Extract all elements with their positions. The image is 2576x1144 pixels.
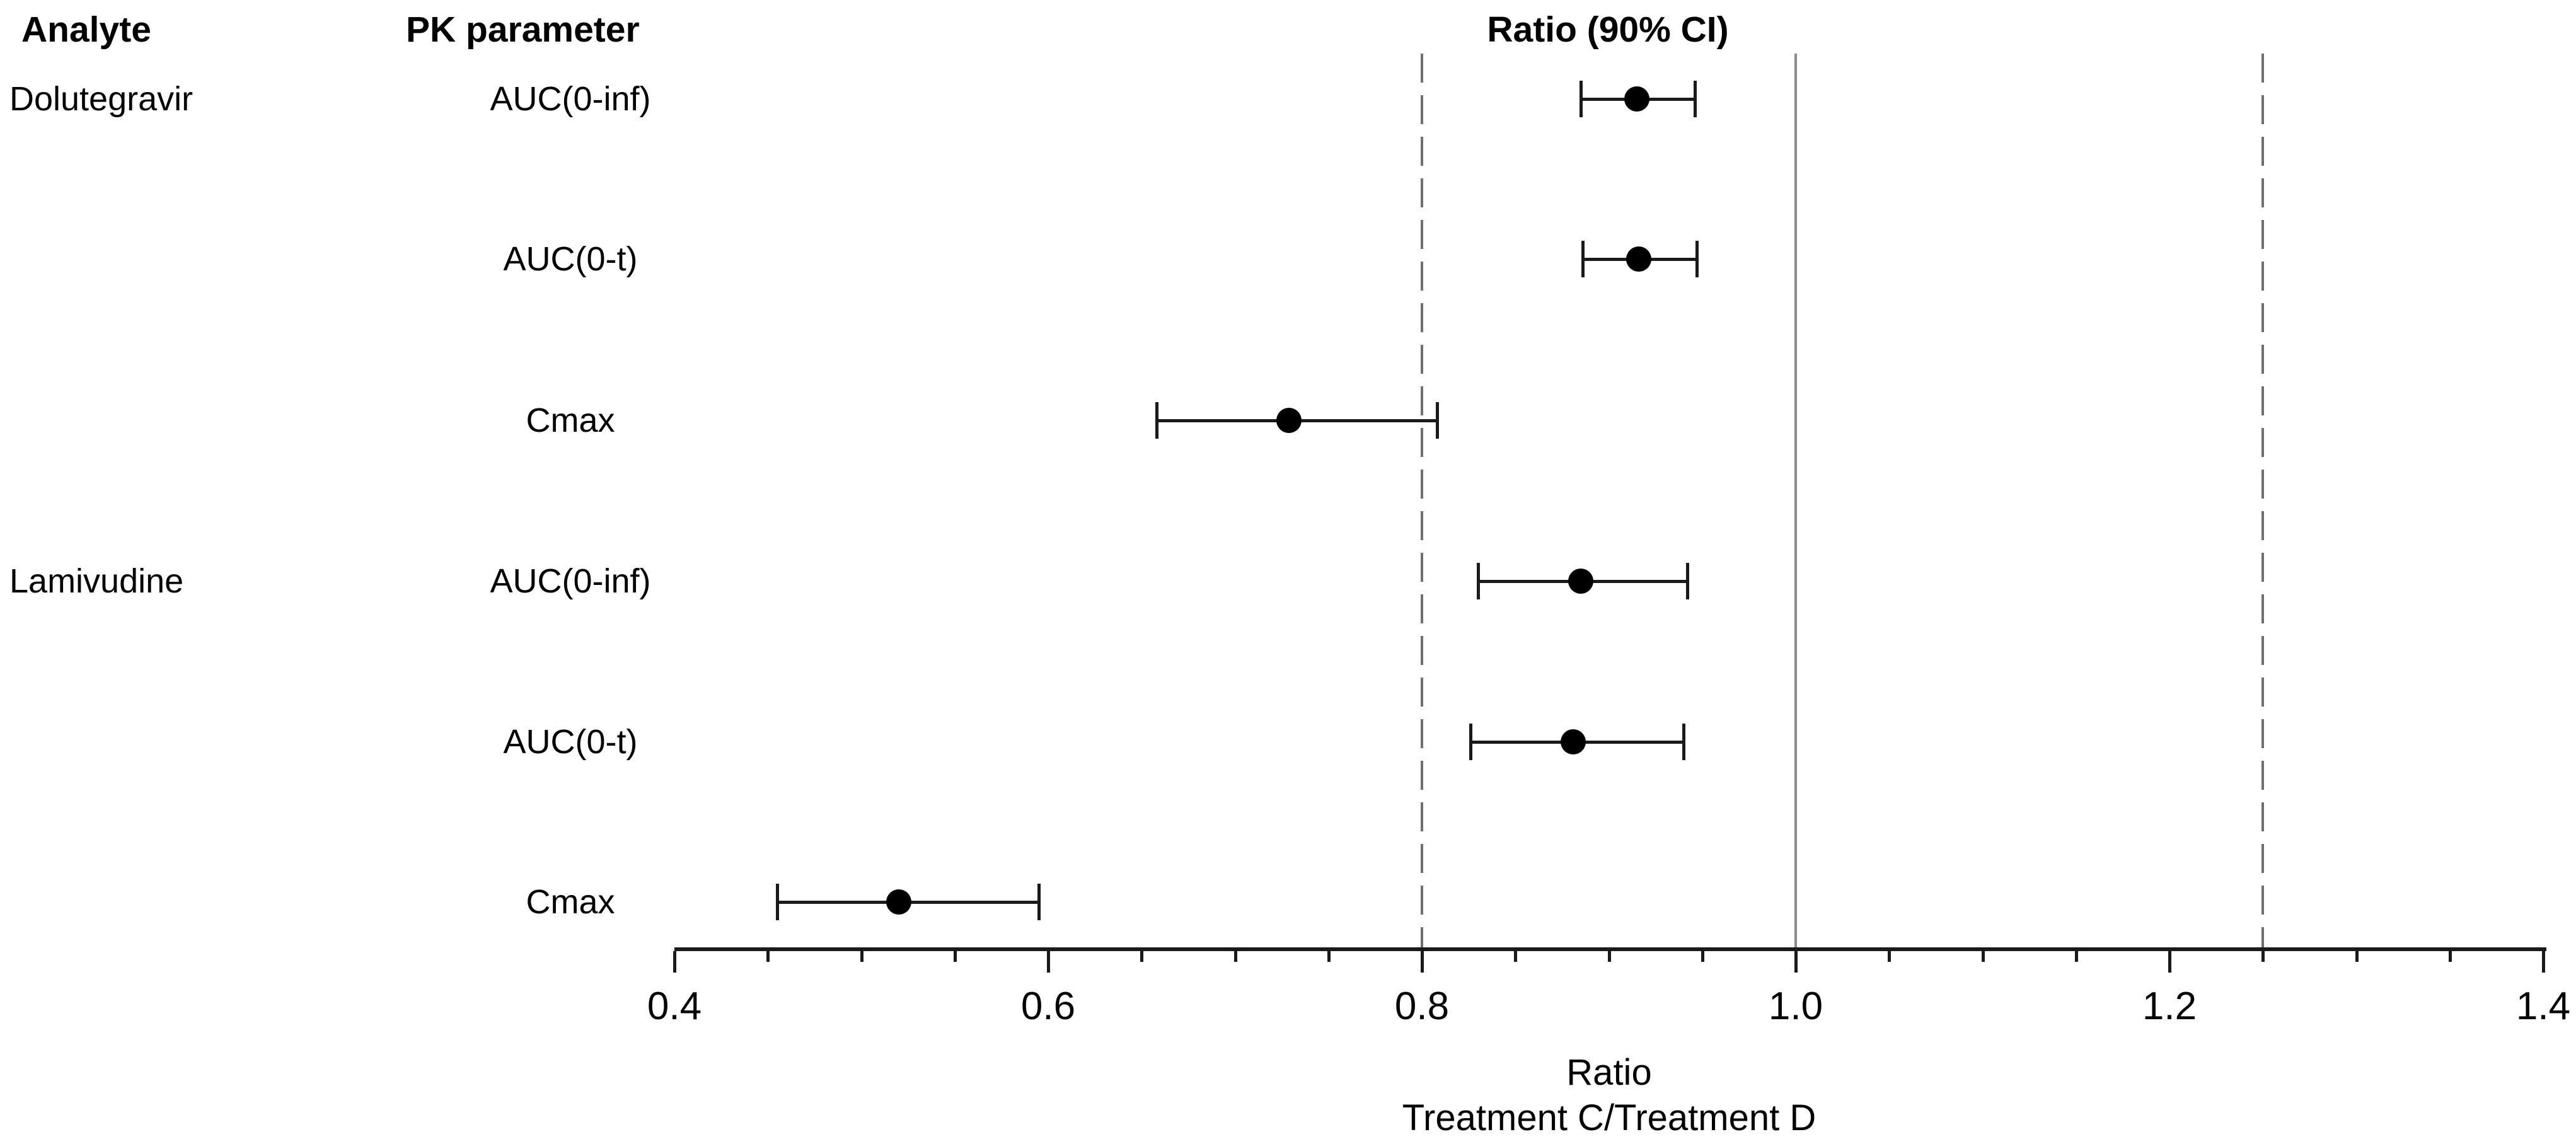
reference-line-0.8 — [1421, 54, 1423, 947]
x-axis-minor-tick — [1234, 951, 1237, 962]
x-axis-minor-tick — [1140, 951, 1143, 962]
x-axis-minor-tick — [2075, 951, 2078, 962]
x-axis-tick-label: 1.0 — [1768, 985, 1823, 1028]
ci-upper-cap — [1686, 563, 1689, 599]
x-axis-minor-tick — [1608, 951, 1611, 962]
x-axis-major-tick — [1794, 951, 1798, 973]
x-axis-major-tick — [1421, 951, 1424, 973]
analyte-column-header: Analyte — [21, 9, 151, 50]
ci-lower-cap — [1155, 402, 1158, 439]
x-axis-minor-tick — [1514, 951, 1517, 962]
x-axis-minor-tick — [860, 951, 863, 962]
pk-parameter-label: Cmax — [526, 402, 615, 439]
point-estimate-marker — [1276, 408, 1302, 433]
ci-upper-cap — [1682, 724, 1685, 760]
ci-lower-cap — [1580, 81, 1583, 117]
x-axis-tick-label: 1.2 — [2142, 985, 2197, 1028]
ci-upper-cap — [1436, 402, 1439, 439]
x-axis-minor-tick — [1701, 951, 1704, 962]
pk-parameter-column-header: PK parameter — [406, 9, 640, 50]
x-axis-minor-tick — [954, 951, 957, 962]
analyte-label-dolutegravir: Dolutegravir — [9, 80, 193, 118]
ci-upper-cap — [1037, 884, 1041, 920]
pk-parameter-label: AUC(0-inf) — [490, 562, 651, 600]
x-axis-major-tick — [1047, 951, 1050, 973]
point-estimate-marker — [886, 889, 911, 915]
point-estimate-marker — [1561, 729, 1586, 754]
ci-lower-cap — [1581, 241, 1585, 277]
x-axis-line — [674, 947, 2546, 951]
reference-line-1 — [1794, 54, 1797, 947]
x-axis-minor-tick — [1982, 951, 1985, 962]
ci-lower-cap — [1477, 563, 1480, 599]
ci-upper-cap — [1695, 241, 1699, 277]
x-axis-tick-label: 1.4 — [2515, 985, 2571, 1028]
x-axis-major-tick — [2542, 951, 2545, 973]
x-axis-tick-label: 0.6 — [1020, 985, 1076, 1028]
x-axis-tick-label: 0.8 — [1394, 985, 1450, 1028]
reference-line-1.25 — [2261, 54, 2264, 947]
pk-parameter-label: AUC(0-t) — [503, 723, 638, 761]
point-estimate-marker — [1624, 86, 1649, 112]
ci-lower-cap — [776, 884, 779, 920]
pk-parameter-label: AUC(0-inf) — [490, 80, 651, 118]
x-axis-minor-tick — [766, 951, 770, 962]
x-axis-minor-tick — [2261, 951, 2265, 962]
x-axis-title-treatments: Treatment C/Treatment D — [1402, 1097, 1816, 1138]
pk-parameter-label: AUC(0-t) — [503, 240, 638, 278]
point-estimate-marker — [1568, 569, 1593, 594]
x-axis-major-tick — [673, 951, 676, 973]
x-axis-minor-tick — [2355, 951, 2359, 962]
ci-lower-cap — [1469, 724, 1472, 760]
x-axis-tick-label: 0.4 — [647, 985, 702, 1028]
x-axis-minor-tick — [2449, 951, 2452, 962]
analyte-label-lamivudine: Lamivudine — [9, 562, 184, 600]
ratio-ci-column-header: Ratio (90% CI) — [1487, 9, 1729, 50]
ci-upper-cap — [1694, 81, 1697, 117]
x-axis-minor-tick — [1327, 951, 1331, 962]
x-axis-minor-tick — [1888, 951, 1891, 962]
x-axis-title-ratio: Ratio — [1566, 1052, 1652, 1093]
point-estimate-marker — [1626, 246, 1651, 272]
pk-parameter-label: Cmax — [526, 883, 615, 921]
x-axis-major-tick — [2168, 951, 2171, 973]
